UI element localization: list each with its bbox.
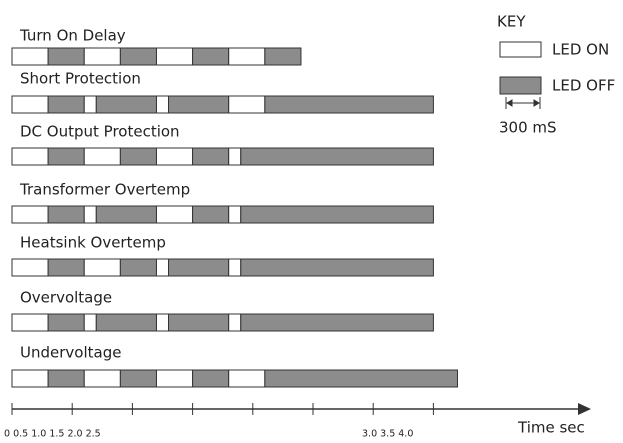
- led-on-segment: [155, 313, 170, 332]
- led-on-segment: [228, 313, 242, 332]
- axis-label: Time sec: [517, 419, 585, 437]
- led-off-segment: [95, 313, 157, 332]
- led-off-segment: [240, 205, 434, 224]
- led-on-segment: [83, 313, 97, 332]
- led-on-segment: [228, 95, 266, 114]
- led-off-segment: [264, 47, 302, 66]
- led-off-segment: [240, 147, 434, 166]
- led-on-segment: [83, 258, 121, 277]
- led-on-segment: [228, 47, 266, 66]
- led-on-segment: [83, 147, 121, 166]
- led-off-segment: [240, 258, 434, 277]
- led-off-segment: [119, 258, 157, 277]
- led-off-segment: [95, 205, 157, 224]
- led-on-segment: [228, 205, 242, 224]
- row-label: DC Output Protection: [20, 123, 180, 141]
- led-off-segment: [168, 95, 230, 114]
- key-on-label: LED ON: [552, 41, 609, 59]
- led-off-segment: [47, 47, 85, 66]
- row-label: Undervoltage: [20, 344, 121, 362]
- led-on-segment: [228, 147, 242, 166]
- led-off-segment: [47, 205, 85, 224]
- led-on-segment: [228, 369, 266, 388]
- led-off-segment: [47, 313, 85, 332]
- key-title: KEY: [497, 13, 526, 31]
- led-on-segment: [155, 258, 170, 277]
- led-on-segment: [11, 369, 49, 388]
- led-off-segment: [119, 369, 157, 388]
- key-off-swatch: [499, 76, 542, 95]
- led-off-segment: [47, 147, 85, 166]
- led-on-segment: [155, 47, 194, 66]
- led-off-segment: [264, 95, 434, 114]
- led-off-segment: [168, 313, 230, 332]
- led-off-segment: [192, 205, 230, 224]
- row-label: Heatsink Overtemp: [20, 234, 166, 252]
- time-axis: [12, 403, 591, 415]
- led-on-segment: [83, 205, 97, 224]
- led-on-segment: [155, 369, 194, 388]
- led-off-segment: [192, 369, 230, 388]
- led-on-segment: [11, 258, 49, 277]
- led-on-segment: [11, 147, 49, 166]
- led-off-segment: [240, 313, 434, 332]
- row-label: Short Protection: [20, 70, 141, 88]
- led-off-segment: [47, 258, 85, 277]
- led-on-segment: [11, 205, 49, 224]
- led-on-segment: [11, 47, 49, 66]
- led-on-segment: [83, 95, 97, 114]
- tick-labels: 0 0.5 1.0 1.5 2.0 2.5: [4, 429, 101, 440]
- row-label: Overvoltage: [20, 289, 112, 307]
- row-label: Transformer Overtemp: [19, 181, 190, 199]
- key-on-swatch: [499, 41, 542, 58]
- led-on-segment: [11, 95, 49, 114]
- key-scale-arrow: [505, 97, 541, 109]
- led-off-segment: [95, 95, 157, 114]
- led-on-segment: [228, 258, 242, 277]
- led-off-segment: [47, 95, 85, 114]
- led-off-segment: [47, 369, 85, 388]
- led-on-segment: [83, 369, 121, 388]
- led-off-segment: [119, 47, 157, 66]
- led-on-segment: [11, 313, 49, 332]
- tick-labels: 3.0 3.5 4.0: [362, 429, 413, 440]
- led-off-segment: [119, 147, 157, 166]
- led-off-segment: [192, 147, 230, 166]
- led-off-segment: [168, 258, 230, 277]
- led-on-segment: [83, 47, 121, 66]
- key-off-label: LED OFF: [552, 77, 615, 95]
- led-off-segment: [264, 369, 458, 388]
- led-on-segment: [155, 205, 194, 224]
- key-scale-label: 300 mS: [499, 119, 557, 137]
- led-off-segment: [192, 47, 230, 66]
- led-on-segment: [155, 95, 170, 114]
- led-on-segment: [155, 147, 194, 166]
- row-label: Turn On Delay: [19, 27, 126, 45]
